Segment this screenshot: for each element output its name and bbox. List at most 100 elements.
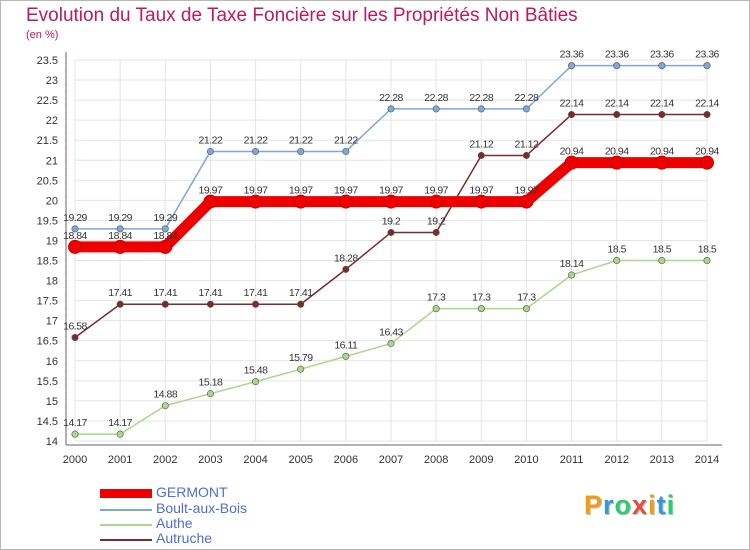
data-point-boult-aux-bois — [71, 225, 79, 233]
legend-item-autruche: Autruche — [100, 530, 400, 548]
data-point-authe — [387, 340, 395, 348]
data-point-germont — [609, 155, 624, 170]
data-label-germont: 19.97 — [424, 185, 448, 197]
y-tick-label: 19 — [46, 235, 58, 247]
y-tick-label: 20 — [46, 195, 58, 207]
x-tick-label: 2014 — [695, 454, 719, 466]
data-point-germont — [654, 155, 669, 170]
data-point-autruche — [206, 300, 214, 308]
y-tick-label: 15 — [46, 396, 58, 408]
data-label-boult-aux-bois: 19.29 — [63, 212, 87, 224]
data-point-boult-aux-bois — [432, 105, 440, 113]
data-label-boult-aux-bois: 21.22 — [199, 134, 223, 146]
y-tick-label: 16 — [46, 356, 58, 368]
logo-letter: i — [648, 490, 657, 520]
legend-swatch-boult-aux-bois — [100, 509, 152, 511]
data-label-autruche: 21.12 — [515, 138, 539, 150]
data-label-germont: 20.94 — [695, 146, 719, 158]
legend-item-authe: Authe — [100, 515, 400, 533]
unit-label: (en %) — [26, 29, 59, 41]
data-label-boult-aux-bois: 19.29 — [108, 212, 132, 224]
x-tick-label: 2001 — [108, 454, 132, 466]
data-point-germont — [474, 194, 489, 209]
y-tick-label: 17.5 — [37, 296, 58, 308]
data-point-autruche — [703, 111, 711, 119]
data-point-authe — [658, 257, 666, 265]
data-point-boult-aux-bois — [522, 105, 530, 113]
x-tick-label: 2002 — [153, 454, 177, 466]
data-label-boult-aux-bois: 22.28 — [515, 92, 539, 104]
data-point-authe — [206, 390, 214, 398]
data-label-boult-aux-bois: 23.36 — [560, 49, 584, 61]
data-label-germont: 18.84 — [153, 230, 177, 242]
x-tick-label: 2006 — [334, 454, 358, 466]
legend-item-germont: GERMONT — [100, 484, 400, 502]
data-point-boult-aux-bois — [658, 62, 666, 70]
data-point-authe — [71, 430, 79, 438]
y-tick-label: 14 — [46, 436, 58, 448]
logo-letter: P — [584, 490, 604, 520]
data-label-germont: 19.97 — [244, 185, 268, 197]
data-point-boult-aux-bois — [613, 62, 621, 70]
data-point-boult-aux-bois — [568, 62, 576, 70]
proxiti-logo: Proxiti — [584, 490, 675, 521]
data-label-authe: 15.18 — [199, 377, 223, 389]
data-point-authe — [477, 305, 485, 313]
data-point-germont — [429, 194, 444, 209]
data-point-authe — [568, 271, 576, 279]
data-label-authe: 17.3 — [517, 292, 536, 304]
data-label-autruche: 22.14 — [560, 98, 584, 110]
data-point-autruche — [161, 300, 169, 308]
data-point-autruche — [116, 300, 124, 308]
x-tick-label: 2003 — [198, 454, 222, 466]
y-tick-label: 14.5 — [37, 416, 58, 428]
data-label-germont: 20.94 — [605, 146, 629, 158]
y-tick-label: 18 — [46, 276, 58, 288]
data-label-authe: 17.3 — [472, 292, 491, 304]
data-label-boult-aux-bois: 23.36 — [650, 49, 674, 61]
data-point-germont — [519, 194, 534, 209]
x-tick-label: 2010 — [514, 454, 538, 466]
data-point-autruche — [522, 151, 530, 159]
data-point-germont — [700, 155, 714, 170]
data-point-boult-aux-bois — [387, 105, 395, 113]
data-label-authe: 14.88 — [153, 389, 177, 401]
data-label-authe: 18.5 — [607, 244, 626, 256]
data-label-autruche: 17.41 — [108, 287, 132, 299]
data-point-authe — [297, 365, 305, 373]
data-label-boult-aux-bois: 23.36 — [605, 49, 629, 61]
data-label-autruche: 22.14 — [650, 98, 674, 110]
logo-letter: t — [656, 490, 667, 520]
data-point-autruche — [568, 111, 576, 119]
data-label-authe: 18.14 — [560, 258, 584, 270]
data-point-autruche — [613, 111, 621, 119]
data-label-autruche: 17.41 — [153, 287, 177, 299]
data-label-germont: 19.97 — [515, 185, 539, 197]
legend-swatch-germont — [100, 489, 152, 498]
data-point-boult-aux-bois — [342, 147, 350, 155]
y-tick-label: 20.5 — [37, 175, 58, 187]
legend-label-germont: GERMONT — [156, 484, 228, 500]
data-label-boult-aux-bois: 22.28 — [469, 92, 493, 104]
chart-title: Evolution du Taux de Taxe Foncière sur l… — [26, 5, 578, 26]
data-label-boult-aux-bois: 21.22 — [289, 134, 313, 146]
data-label-autruche: 22.14 — [605, 98, 629, 110]
legend-label-autruche: Autruche — [156, 530, 213, 546]
data-label-boult-aux-bois: 23.36 — [695, 49, 719, 61]
data-point-boult-aux-bois — [477, 105, 485, 113]
data-point-autruche — [71, 334, 79, 342]
data-label-germont: 18.84 — [63, 230, 87, 242]
data-label-authe: 15.79 — [289, 352, 313, 364]
data-label-boult-aux-bois: 22.28 — [424, 92, 448, 104]
data-label-germont: 19.97 — [289, 185, 313, 197]
data-label-autruche: 17.41 — [199, 287, 223, 299]
data-label-autruche: 19.2 — [427, 215, 446, 227]
data-label-germont: 19.97 — [334, 185, 358, 197]
y-tick-label: 23.5 — [37, 55, 58, 67]
data-label-autruche: 21.12 — [469, 138, 493, 150]
data-label-autruche: 19.2 — [382, 215, 401, 227]
x-tick-label: 2007 — [379, 454, 403, 466]
data-point-boult-aux-bois — [161, 225, 169, 233]
data-label-autruche: 17.41 — [244, 287, 268, 299]
